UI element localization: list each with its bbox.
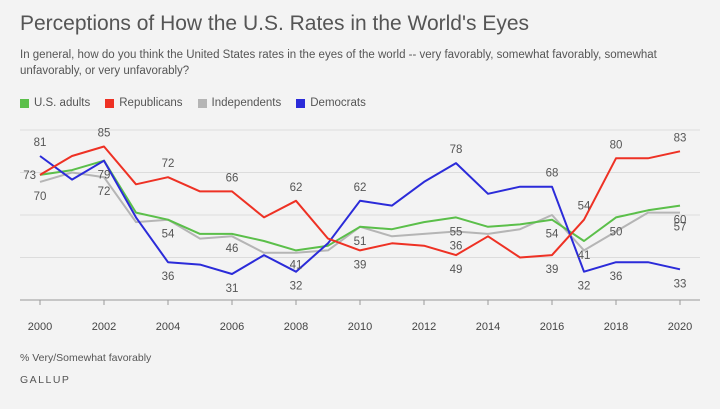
x-tick-label: 2020: [668, 321, 692, 333]
data-label: 46: [226, 243, 239, 255]
legend-item-independents: Independents: [197, 97, 282, 109]
data-label: 36: [450, 241, 463, 253]
data-label: 39: [354, 259, 367, 271]
x-tick-label: 2006: [220, 321, 244, 333]
data-label: 73: [23, 170, 36, 182]
series-line-democrats: [39, 155, 681, 275]
x-tick-label: 2004: [156, 321, 180, 333]
x-tick-label: 2016: [540, 321, 564, 333]
data-label: 32: [578, 281, 591, 293]
line-chart: 2000 2002 2004 2006 2008 2010 2012 2014 2016 2018…: [20, 128, 700, 333]
data-label: 36: [162, 271, 175, 283]
data-label: 81: [34, 137, 47, 149]
legend-label: Independents: [211, 97, 282, 109]
legend-item-us-adults: U.S. adults: [20, 97, 90, 109]
legend-item-republicans: Republicans: [105, 97, 183, 109]
data-label: 72: [162, 158, 175, 170]
series-line-republicans: [39, 145, 681, 259]
data-label: 50: [610, 226, 623, 238]
legend-swatch: [105, 98, 115, 108]
data-label: 72: [98, 186, 111, 198]
data-label: 80: [610, 139, 623, 151]
data-label: 54: [546, 229, 559, 241]
data-label: 83: [674, 132, 687, 144]
legend-swatch: [197, 98, 207, 108]
data-label: 62: [290, 182, 303, 194]
data-label: 31: [226, 283, 239, 295]
data-label: 36: [610, 271, 623, 283]
legend-label: Republicans: [119, 97, 183, 109]
data-label: 41: [578, 250, 591, 262]
data-label: 54: [162, 229, 175, 241]
y-axis-note: % Very/Somewhat favorably: [20, 352, 152, 364]
legend-label: Democrats: [310, 97, 366, 109]
x-tick-label: 2018: [604, 321, 628, 333]
series-line-u-s-adults: [39, 159, 681, 252]
data-label: 49: [450, 264, 463, 276]
x-tick-label: 2014: [476, 321, 500, 333]
data-label: 51: [354, 236, 367, 248]
data-label: 78: [450, 144, 463, 156]
data-label: 41: [290, 259, 303, 271]
data-label: 70: [34, 191, 47, 203]
legend-item-democrats: Democrats: [296, 97, 366, 109]
x-tick-label: 2002: [92, 321, 116, 333]
x-tick-label: 2012: [412, 321, 436, 333]
x-tick-label: 2010: [348, 321, 372, 333]
x-tick-label: 2000: [28, 321, 52, 333]
legend-label: U.S. adults: [34, 97, 91, 109]
data-label: 33: [674, 278, 687, 290]
chart-subtitle: In general, how do you think the United …: [20, 49, 657, 77]
data-label: 85: [98, 128, 111, 140]
data-label: 68: [546, 168, 559, 180]
data-label: 62: [354, 182, 367, 194]
data-label: 79: [98, 170, 111, 182]
data-label: 66: [226, 172, 239, 184]
x-tick-label: 2008: [284, 321, 308, 333]
legend-swatch: [20, 98, 29, 108]
data-label: 54: [578, 201, 591, 213]
gallup-wordmark: GALLUP: [20, 374, 71, 386]
data-label: 57: [674, 222, 687, 234]
chart-title: Perceptions of How the U.S. Rates in the…: [20, 12, 530, 35]
data-label: 55: [450, 226, 463, 238]
data-label: 32: [290, 281, 303, 293]
data-label: 39: [546, 264, 559, 276]
data-label: 60: [674, 215, 687, 227]
chart-legend: U.S. adults Republicans Independents Dem…: [20, 97, 366, 109]
legend-swatch: [296, 98, 306, 108]
